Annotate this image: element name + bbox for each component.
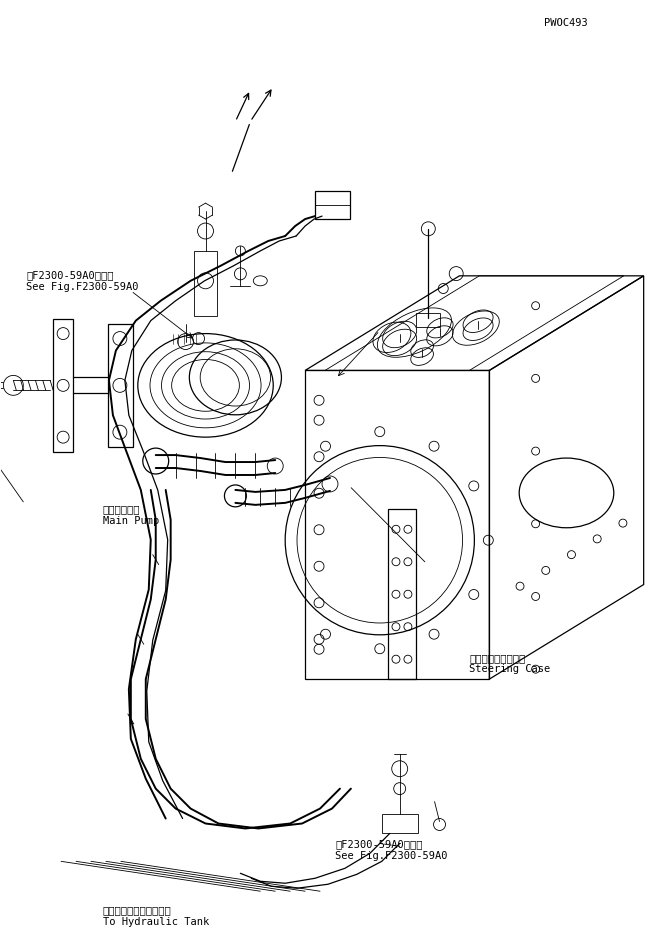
Text: 第F2300-59A0図参照
See Fig.F2300-59A0: 第F2300-59A0図参照 See Fig.F2300-59A0 (26, 271, 139, 292)
Bar (382, 814, 418, 834)
Bar (417, 313, 440, 327)
Text: PWOC493: PWOC493 (545, 18, 588, 28)
Bar (388, 509, 416, 679)
Bar (194, 251, 217, 316)
Bar (108, 323, 133, 447)
Bar (315, 191, 350, 219)
Text: メインポンプ
Main Pump: メインポンプ Main Pump (102, 505, 159, 526)
Bar (53, 319, 73, 452)
Text: ハイドロリックタンクへ
To Hydraulic Tank: ハイドロリックタンクへ To Hydraulic Tank (102, 905, 209, 927)
Text: 第F2300-59A0図参照
See Fig.F2300-59A0: 第F2300-59A0図参照 See Fig.F2300-59A0 (335, 839, 447, 861)
Text: ステアリングケース
Steering Case: ステアリングケース Steering Case (469, 653, 551, 674)
